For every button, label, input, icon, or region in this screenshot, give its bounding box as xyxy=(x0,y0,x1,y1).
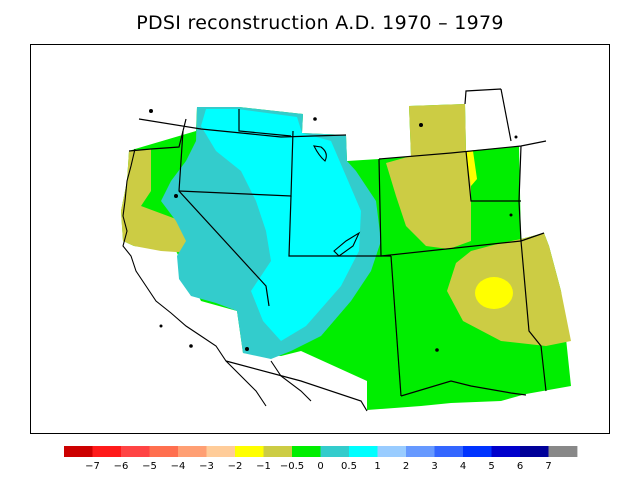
colorbar-box xyxy=(178,446,207,457)
speck xyxy=(149,109,153,113)
colorbar-box xyxy=(520,446,549,457)
colorbar-box xyxy=(463,446,492,457)
map-title: PDSI reconstruction A.D. 1970 – 1979 xyxy=(136,12,504,34)
colorbar-box xyxy=(548,446,578,457)
border-or-ca xyxy=(128,130,184,152)
colorbar-tick-label: 0.5 xyxy=(341,461,357,472)
colorbar-box xyxy=(349,446,378,457)
map-specks xyxy=(149,109,518,352)
colorbar-tick-label: −7 xyxy=(85,461,100,472)
colorbar-box xyxy=(121,446,150,457)
border-east xyxy=(518,145,545,242)
speck xyxy=(313,117,317,121)
pdsi-fill-regions xyxy=(121,104,571,410)
colorbar-box xyxy=(377,446,407,457)
speck xyxy=(435,348,439,352)
speck xyxy=(509,213,513,217)
colorbar-tick-label: −4 xyxy=(171,461,186,472)
speck xyxy=(245,347,249,351)
colorbar-box xyxy=(235,446,264,457)
colorbar-box xyxy=(292,446,321,457)
colorbar-tick-label: 0 xyxy=(317,461,323,472)
speck xyxy=(514,135,518,139)
gulf-of-california xyxy=(270,360,312,402)
colorbar-tick-label: 6 xyxy=(517,461,523,472)
colorbar-tick-label: −6 xyxy=(114,461,129,472)
colorbar-tick-label: 3 xyxy=(431,461,437,472)
border-nm-az xyxy=(390,255,402,397)
colorbar-tick-label: 5 xyxy=(488,461,494,472)
border-ne xyxy=(464,88,512,142)
border-ne-sd xyxy=(465,150,521,202)
colorbar-box xyxy=(263,446,293,457)
colorbar-box xyxy=(206,446,236,457)
border-canada xyxy=(138,118,547,160)
speck xyxy=(189,344,193,348)
region-dry-core xyxy=(475,277,513,309)
colorbar-tick-label: −5 xyxy=(142,461,157,472)
border-nv-ca xyxy=(178,130,270,307)
speck xyxy=(174,194,178,198)
coastline xyxy=(122,145,361,407)
pacific-coast xyxy=(122,148,267,407)
speck xyxy=(159,324,163,328)
colorbar-box xyxy=(434,446,464,457)
colorbar-tick-label: −2 xyxy=(228,461,243,472)
border-co-nm xyxy=(380,240,522,257)
colorbar-box xyxy=(491,446,521,457)
border-mx xyxy=(225,360,527,412)
colorbar-tick-label: −0.5 xyxy=(280,461,304,472)
region-dry-edge xyxy=(466,151,477,186)
colorbar-labels: −7 −6 −5 −4 −3 −2 −1 −0.5 0 0.5 1 2 3 4 5 6 7 xyxy=(85,461,552,472)
colorbar-boxes xyxy=(64,446,578,457)
lake-detail xyxy=(313,145,327,162)
region-wet-core xyxy=(201,109,361,341)
border-nm-tx xyxy=(520,240,547,392)
colorbar-box xyxy=(320,446,350,457)
colorbar-box xyxy=(406,446,435,457)
region-dry-mild-north xyxy=(386,104,471,249)
region-dry-mild-west xyxy=(121,149,194,253)
colorbar-box xyxy=(92,446,122,457)
colorbar-tick-label: 1 xyxy=(374,461,380,472)
colorbar-tick-label: 4 xyxy=(460,461,466,472)
border-ut-az xyxy=(288,195,381,257)
border-wa-id xyxy=(182,109,292,137)
great-salt-lake xyxy=(333,231,361,257)
colorbar-box xyxy=(64,446,93,457)
boundary-lines xyxy=(128,88,547,412)
colorbar-tick-label: −1 xyxy=(256,461,271,472)
map-panel xyxy=(30,44,610,434)
colorbar-tick-label: 2 xyxy=(403,461,409,472)
speck xyxy=(419,123,423,127)
pdsi-map xyxy=(121,88,571,412)
colorbar-tick-label: −3 xyxy=(199,461,214,472)
colorbar-box xyxy=(149,446,179,457)
colorbar-tick-label: 7 xyxy=(545,461,551,472)
